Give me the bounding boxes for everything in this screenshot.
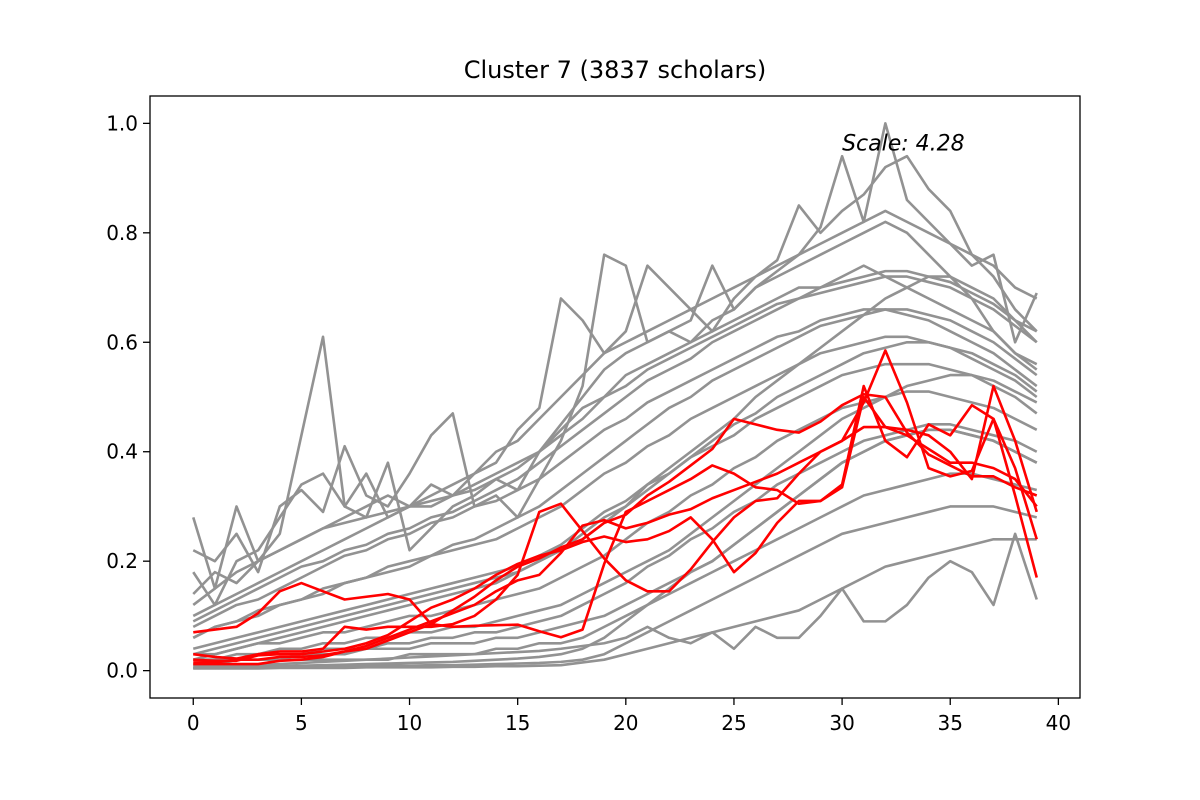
background-series-line-12 — [193, 505, 1038, 670]
background-series-line-5 — [192, 264, 1038, 618]
background-series-line-21 — [192, 308, 1038, 639]
y-tick-label: 0.4 — [106, 440, 138, 464]
x-axis: 0 5 10 15 20 25 30 35 40 — [187, 698, 1071, 735]
background-series-line-9 — [193, 390, 1038, 656]
highlight-series-line-3 — [193, 384, 1038, 663]
x-tick-label: 0 — [187, 711, 200, 735]
y-tick-label: 0.6 — [106, 330, 138, 354]
x-tick-label: 15 — [505, 711, 530, 735]
x-tick-label: 25 — [721, 711, 746, 735]
background-series-line-22 — [193, 428, 1038, 670]
chart-title: Cluster 7 (3837 scholars) — [464, 56, 766, 84]
highlight-series-line-5 — [193, 392, 1038, 666]
background-series-line-15 — [192, 275, 1038, 661]
x-tick-label: 30 — [829, 711, 854, 735]
background-series-line-17 — [193, 373, 1038, 661]
x-tick-label: 5 — [295, 711, 308, 735]
background-series-line-4 — [192, 209, 1038, 595]
y-axis: 0.0 0.2 0.4 0.6 0.8 1.0 — [106, 111, 150, 683]
highlight-series-line-1 — [193, 395, 1038, 639]
background-series-line-3 — [192, 154, 1038, 607]
highlight-series-group — [193, 349, 1038, 666]
x-tick-label: 35 — [938, 711, 963, 735]
background-series-line-11 — [193, 472, 1038, 667]
background-series-line-7 — [192, 335, 1038, 639]
background-series-line-13 — [193, 537, 1037, 670]
scale-annotation: Scale: 4.28 — [842, 132, 965, 157]
background-series-line-8 — [192, 362, 1038, 651]
highlight-series-line-2 — [193, 349, 1038, 660]
background-series-line-1 — [192, 220, 1038, 590]
x-tick-label: 40 — [1046, 711, 1071, 735]
y-tick-label: 0.0 — [106, 659, 138, 683]
background-series-group — [192, 122, 1038, 670]
background-series-line-18 — [192, 275, 1038, 623]
y-tick-label: 1.0 — [106, 111, 138, 135]
y-tick-label: 0.8 — [106, 221, 138, 245]
background-series-line-16 — [192, 269, 1038, 606]
background-series-line-6 — [192, 308, 1038, 629]
background-series-line-19 — [192, 340, 1038, 656]
background-series-line-14 — [193, 532, 1038, 670]
plot-frame — [149, 95, 1081, 699]
y-tick-label: 0.2 — [106, 549, 138, 573]
x-tick-label: 10 — [397, 711, 422, 735]
x-tick-label: 20 — [613, 711, 638, 735]
